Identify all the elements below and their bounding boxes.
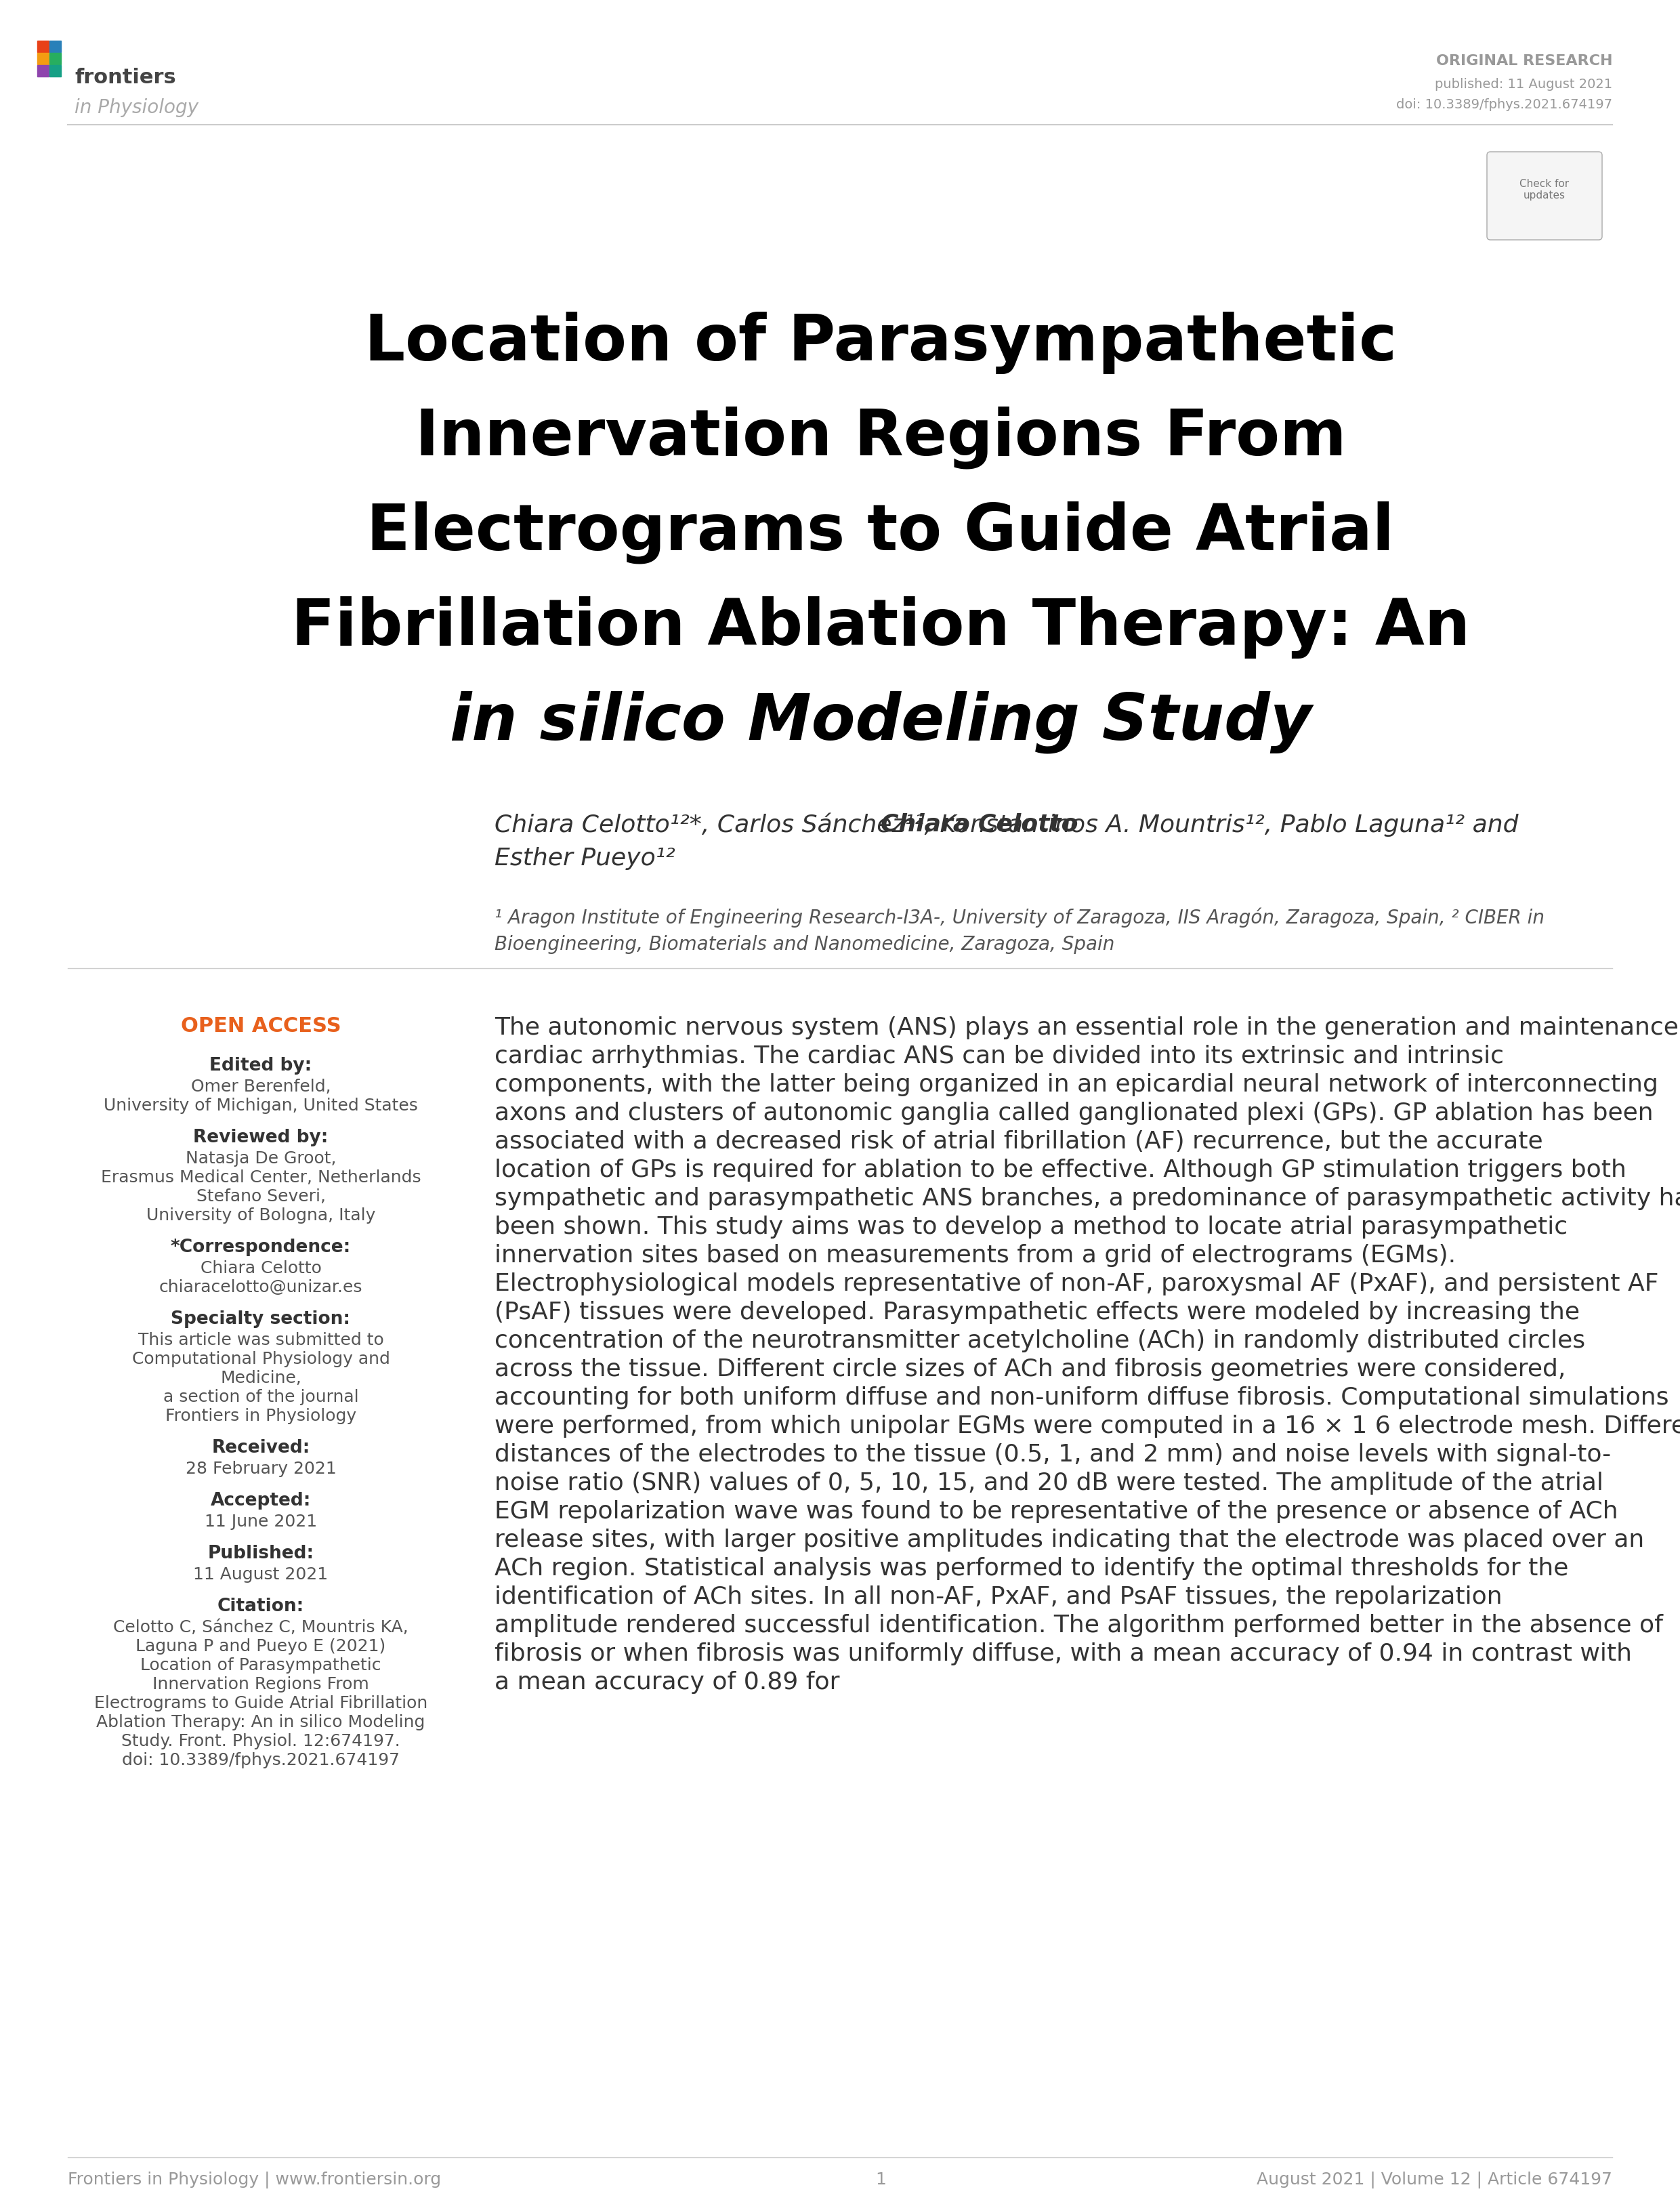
Text: Specialty section:: Specialty section: [171,1309,351,1327]
Text: ¹ Aragon Institute of Engineering Research-I3A-, University of Zaragoza, IIS Ara: ¹ Aragon Institute of Engineering Resear… [494,909,1544,928]
Text: distances of the electrodes to the tissue (0.5, 1, and 2 mm) and noise levels wi: distances of the electrodes to the tissu… [494,1443,1611,1465]
Text: EGM repolarization wave was found to be representative of the presence or absenc: EGM repolarization wave was found to be … [494,1500,1618,1522]
Text: Chiara Celotto¹²*, Carlos Sánchez¹², Konstantinos A. Mountris¹², Pablo Laguna¹² : Chiara Celotto¹²*, Carlos Sánchez¹², Kon… [494,812,1519,836]
Text: doi: 10.3389/fphys.2021.674197: doi: 10.3389/fphys.2021.674197 [123,1751,400,1769]
Text: Erasmus Medical Center, Netherlands: Erasmus Medical Center, Netherlands [101,1168,422,1186]
Bar [49,53,60,66]
Text: Ablation Therapy: An in silico Modeling: Ablation Therapy: An in silico Modeling [96,1714,425,1729]
Text: Omer Berenfeld,: Omer Berenfeld, [192,1078,331,1096]
Text: a mean accuracy of 0.89 for: a mean accuracy of 0.89 for [494,1670,840,1694]
Text: Fibrillation Ablation Therapy: An: Fibrillation Ablation Therapy: An [291,596,1470,658]
Text: location of GPs is required for ablation to be effective. Although GP stimulatio: location of GPs is required for ablation… [494,1157,1626,1181]
Text: across the tissue. Different circle sizes of ACh and fibrosis geometries were co: across the tissue. Different circle size… [494,1357,1566,1379]
Text: *Correspondence:: *Correspondence: [171,1239,351,1256]
Text: in Physiology: in Physiology [74,99,198,117]
Text: axons and clusters of autonomic ganglia called ganglionated plexi (GPs). GP abla: axons and clusters of autonomic ganglia … [494,1102,1653,1124]
Text: Location of Parasympathetic: Location of Parasympathetic [365,312,1396,374]
Text: Laguna P and Pueyo E (2021): Laguna P and Pueyo E (2021) [136,1637,386,1654]
Text: Esther Pueyo¹²: Esther Pueyo¹² [494,847,675,869]
Text: 1: 1 [875,2171,885,2187]
Text: Check for
updates: Check for updates [1520,178,1569,200]
Text: Published:: Published: [208,1544,314,1562]
Text: doi: 10.3389/fphys.2021.674197: doi: 10.3389/fphys.2021.674197 [1396,99,1613,110]
Text: August 2021 | Volume 12 | Article 674197: August 2021 | Volume 12 | Article 674197 [1257,2171,1613,2187]
Text: 28 February 2021: 28 February 2021 [185,1461,336,1476]
Text: fibrosis or when fibrosis was uniformly diffuse, with a mean accuracy of 0.94 in: fibrosis or when fibrosis was uniformly … [494,1641,1631,1665]
Text: Location of Parasympathetic: Location of Parasympathetic [141,1657,381,1672]
Bar [49,42,60,53]
Text: Natasja De Groot,: Natasja De Groot, [185,1151,336,1166]
Text: associated with a decreased risk of atrial fibrillation (AF) recurrence, but the: associated with a decreased risk of atri… [494,1131,1542,1153]
Text: a section of the journal: a section of the journal [163,1388,358,1406]
Text: accounting for both uniform diffuse and non-uniform diffuse fibrosis. Computatio: accounting for both uniform diffuse and … [494,1386,1668,1408]
Text: Received:: Received: [212,1439,311,1456]
Text: sympathetic and parasympathetic ANS branches, a predominance of parasympathetic : sympathetic and parasympathetic ANS bran… [494,1186,1680,1210]
Text: chiaracelotto@unizar.es: chiaracelotto@unizar.es [160,1278,363,1296]
Text: published: 11 August 2021: published: 11 August 2021 [1435,77,1613,90]
Bar [49,66,60,77]
Text: concentration of the neurotransmitter acetylcholine (ACh) in randomly distribute: concentration of the neurotransmitter ac… [494,1329,1586,1353]
Text: University of Bologna, Italy: University of Bologna, Italy [146,1208,375,1223]
Text: identification of ACh sites. In all non-AF, PxAF, and PsAF tissues, the repolari: identification of ACh sites. In all non-… [494,1584,1502,1608]
Bar [37,53,49,66]
Text: 11 August 2021: 11 August 2021 [193,1566,328,1582]
Text: Chiara Celotto: Chiara Celotto [880,812,1079,836]
Text: Bioengineering, Biomaterials and Nanomedicine, Zaragoza, Spain: Bioengineering, Biomaterials and Nanomed… [494,935,1114,953]
Text: release sites, with larger positive amplitudes indicating that the electrode was: release sites, with larger positive ampl… [494,1529,1645,1551]
Text: (PsAF) tissues were developed. Parasympathetic effects were modeled by increasin: (PsAF) tissues were developed. Parasympa… [494,1300,1579,1324]
Text: Innervation Regions From: Innervation Regions From [153,1676,370,1692]
FancyBboxPatch shape [1487,152,1603,240]
Text: Edited by:: Edited by: [210,1056,312,1074]
Text: Electrograms to Guide Atrial Fibrillation: Electrograms to Guide Atrial Fibrillatio… [94,1694,427,1712]
Text: This article was submitted to: This article was submitted to [138,1331,383,1349]
Text: amplitude rendered successful identification. The algorithm performed better in : amplitude rendered successful identifica… [494,1613,1663,1637]
Text: were performed, from which unipolar EGMs were computed in a 16 × 1 6 electrode m: were performed, from which unipolar EGMs… [494,1415,1680,1437]
Text: Computational Physiology and: Computational Physiology and [131,1351,390,1366]
Bar [37,42,49,53]
Text: Accepted:: Accepted: [210,1492,311,1509]
Text: Frontiers in Physiology | www.frontiersin.org: Frontiers in Physiology | www.frontiersi… [67,2171,442,2187]
Bar [37,66,49,77]
Text: noise ratio (SNR) values of 0, 5, 10, 15, and 20 dB were tested. The amplitude o: noise ratio (SNR) values of 0, 5, 10, 15… [494,1472,1603,1494]
Text: innervation sites based on measurements from a grid of electrograms (EGMs).: innervation sites based on measurements … [494,1243,1457,1267]
Text: Medicine,: Medicine, [220,1371,301,1386]
Text: OPEN ACCESS: OPEN ACCESS [181,1016,341,1036]
Text: University of Michigan, United States: University of Michigan, United States [104,1098,418,1113]
Text: ACh region. Statistical analysis was performed to identify the optimal threshold: ACh region. Statistical analysis was per… [494,1558,1569,1580]
Text: Electrophysiological models representative of non-AF, paroxysmal AF (PxAF), and : Electrophysiological models representati… [494,1272,1658,1296]
Text: Citation:: Citation: [217,1597,304,1615]
Text: Frontiers in Physiology: Frontiers in Physiology [165,1408,356,1423]
Text: Celotto C, Sánchez C, Mountris KA,: Celotto C, Sánchez C, Mountris KA, [113,1619,408,1635]
Text: been shown. This study aims was to develop a method to locate atrial parasympath: been shown. This study aims was to devel… [494,1214,1567,1239]
Text: 11 June 2021: 11 June 2021 [205,1514,318,1529]
Text: Study. Front. Physiol. 12:674197.: Study. Front. Physiol. 12:674197. [121,1734,400,1749]
Text: in silico Modeling Study: in silico Modeling Study [450,691,1312,755]
Text: Stefano Severi,: Stefano Severi, [197,1188,326,1203]
Text: Innervation Regions From: Innervation Regions From [415,407,1346,469]
Text: ORIGINAL RESEARCH: ORIGINAL RESEARCH [1436,55,1613,68]
Text: Reviewed by:: Reviewed by: [193,1129,328,1146]
Text: The autonomic nervous system (ANS) plays an essential role in the generation and: The autonomic nervous system (ANS) plays… [494,1016,1680,1038]
Text: frontiers: frontiers [74,68,176,88]
Text: cardiac arrhythmias. The cardiac ANS can be divided into its extrinsic and intri: cardiac arrhythmias. The cardiac ANS can… [494,1045,1504,1067]
Text: components, with the latter being organized in an epicardial neural network of i: components, with the latter being organi… [494,1074,1658,1096]
Text: Chiara Celotto: Chiara Celotto [200,1261,321,1276]
Text: Electrograms to Guide Atrial: Electrograms to Guide Atrial [366,502,1394,563]
